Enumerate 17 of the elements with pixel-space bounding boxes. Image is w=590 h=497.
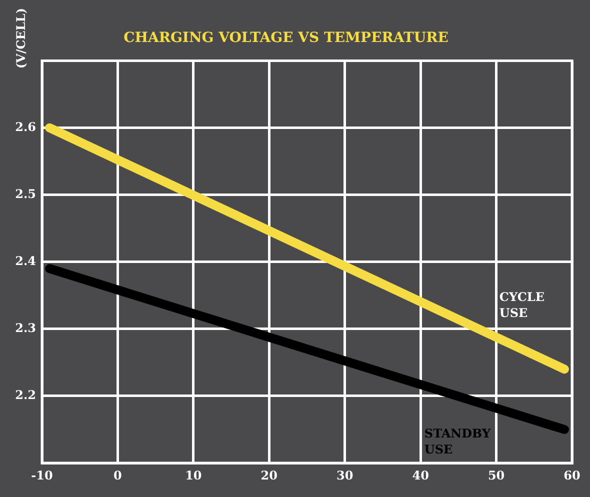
x-tick-label: -10 bbox=[31, 468, 53, 482]
x-tick-label: 40 bbox=[412, 468, 429, 482]
x-tick-label: 10 bbox=[185, 468, 202, 482]
series-label: STANDBY USE bbox=[424, 426, 491, 456]
y-tick-label: 2.4 bbox=[15, 254, 36, 268]
x-tick-label: 20 bbox=[260, 468, 278, 482]
y-tick-label: 2.2 bbox=[15, 388, 36, 402]
x-tick-label: 60 bbox=[564, 468, 580, 482]
x-tick-label: 50 bbox=[488, 468, 505, 482]
x-tick-label: 30 bbox=[336, 468, 354, 482]
series-label: CYCLE USE bbox=[499, 290, 544, 320]
x-tick-label: 0 bbox=[114, 468, 122, 482]
y-axis-title: (V/CELL) bbox=[14, 8, 28, 69]
y-tick-label: 2.3 bbox=[15, 321, 36, 336]
y-tick-label: 2.6 bbox=[15, 120, 36, 134]
chart-title: CHARGING VOLTAGE VS TEMPERATURE bbox=[124, 30, 448, 46]
y-tick-label: 2.5 bbox=[15, 186, 36, 201]
